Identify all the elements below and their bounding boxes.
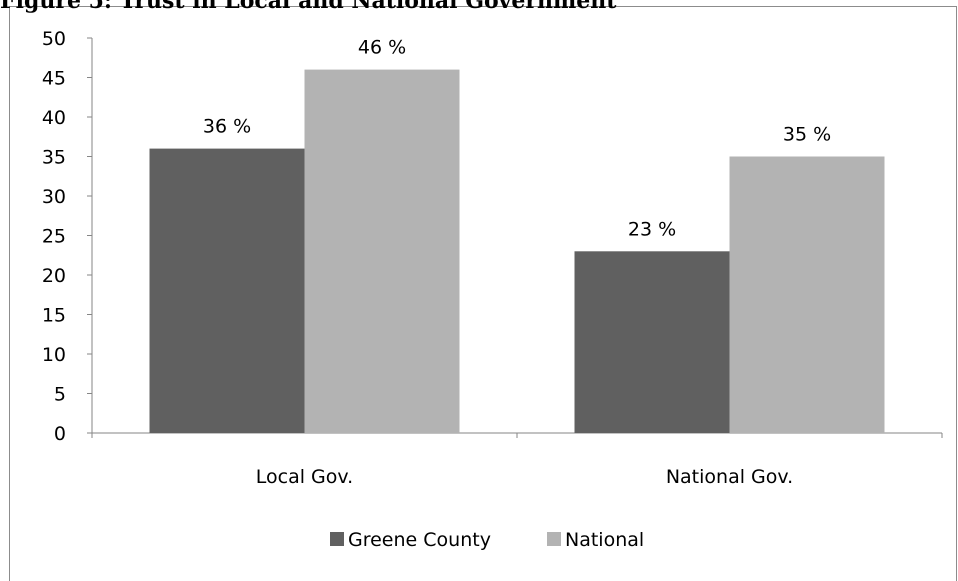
legend-label: Greene County bbox=[348, 529, 491, 551]
bars bbox=[150, 70, 885, 433]
x-axis-ticks: Local Gov. National Gov. bbox=[92, 433, 942, 488]
y-tick-label: 10 bbox=[42, 344, 66, 366]
legend-label: National bbox=[565, 529, 644, 551]
bar-value-label: 35 % bbox=[783, 124, 831, 146]
bar-value-label: 36 % bbox=[203, 116, 251, 138]
legend: Greene County National bbox=[330, 529, 644, 551]
x-tick-label: National Gov. bbox=[666, 466, 793, 488]
x-tick-label: Local Gov. bbox=[256, 466, 353, 488]
y-axis-ticks: 0 5 10 15 20 25 30 35 40 45 50 bbox=[42, 28, 92, 445]
legend-swatch bbox=[547, 532, 561, 546]
y-tick-label: 35 bbox=[42, 147, 66, 169]
bar bbox=[575, 251, 730, 433]
bar bbox=[150, 149, 305, 433]
y-tick-label: 50 bbox=[42, 28, 66, 50]
y-tick-label: 20 bbox=[42, 265, 66, 287]
y-tick-label: 0 bbox=[54, 423, 66, 445]
bar-value-label: 23 % bbox=[628, 218, 676, 240]
bar bbox=[305, 70, 460, 433]
y-tick-label: 30 bbox=[42, 186, 66, 208]
legend-swatch bbox=[330, 532, 344, 546]
y-tick-label: 40 bbox=[42, 107, 66, 129]
y-tick-label: 25 bbox=[42, 226, 66, 248]
y-tick-label: 15 bbox=[42, 305, 66, 327]
bar-value-label: 46 % bbox=[358, 37, 406, 59]
y-tick-label: 5 bbox=[54, 384, 66, 406]
bar bbox=[730, 157, 885, 434]
y-tick-label: 45 bbox=[42, 68, 66, 90]
